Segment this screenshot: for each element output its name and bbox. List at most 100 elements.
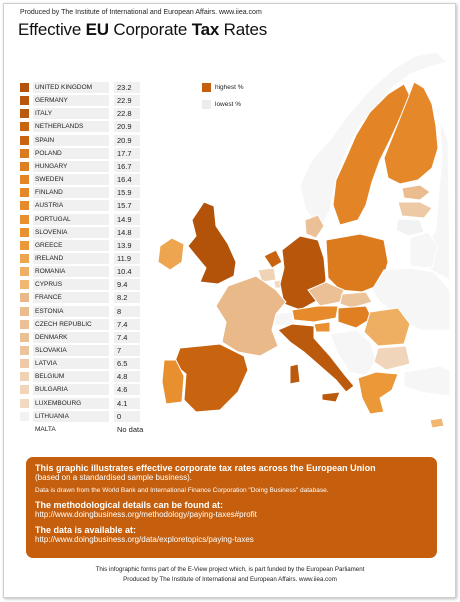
country-swatch [20,385,29,395]
table-row: SLOVENIA 14.8 [20,226,150,238]
map-sweden [332,83,411,226]
country-rate: 22.9 [114,95,140,107]
country-rate: 16.7 [114,160,140,172]
country-swatch [20,227,29,237]
country-swatch [20,306,29,316]
table-row: ESTONIA 8 [20,305,150,317]
country-name: SPAIN [33,134,109,146]
country-rate: 13.9 [114,239,140,251]
country-swatch [20,240,29,250]
country-name: LATVIA [33,358,109,370]
country-name: BULGARIA [33,384,109,396]
country-rate: 7 [114,345,140,356]
info-methodology-link[interactable]: http://www.doingbusiness.org/methodology… [35,510,257,519]
country-rate: 16.4 [114,174,140,186]
map-greece [357,371,399,415]
title-part-2: EU [85,20,109,39]
country-rate: 15.9 [114,187,140,199]
legend-lowest: lowest % [202,99,272,111]
map-france [215,275,287,357]
info-source: Data is drawn from the World Bank and In… [35,487,329,494]
table-row: BULGARIA 4.6 [20,384,150,396]
table-row: FRANCE 8.2 [20,292,150,304]
legend-highest-swatch [202,83,211,92]
footer-funding: This infographic forms part of the E-Vie… [95,566,365,573]
country-rate: 4.8 [114,371,140,383]
table-row: DENMARK 7.4 [20,331,150,343]
country-swatch [20,83,29,92]
country-swatch [20,135,29,145]
title-part-4: Tax [191,20,220,39]
map-estonia [401,184,431,201]
country-name: ESTONIA [33,305,109,317]
country-rate: 4.1 [114,397,140,409]
map-belarus [409,231,439,269]
table-row: NETHERLANDS 20.9 [20,121,150,133]
country-rate: 7.4 [114,318,140,330]
map-spain [173,343,249,413]
country-rate: 10.4 [114,266,140,278]
country-name: LUXEMBOURG [33,397,109,409]
country-rate: No data [117,424,144,434]
table-row: PORTUGAL 14.9 [20,213,150,225]
country-swatch [20,411,29,421]
country-name: ROMANIA [33,266,109,278]
legend-lowest-swatch [202,100,211,109]
country-swatch [20,161,29,171]
page-title: Effective EU Corporate Tax Rates [18,20,267,40]
country-name: BELGIUM [33,371,109,383]
country-name: GREECE [33,239,109,251]
country-name: UNITED KINGDOM [33,82,109,93]
country-swatch [20,109,29,119]
map-united-kingdom [187,201,237,285]
title-part-3: Corporate [108,20,192,39]
legend-highest: highest % [202,82,272,94]
country-swatch [20,398,29,408]
table-row: FINLAND 15.9 [20,187,150,199]
country-swatch [20,372,29,382]
title-part-5: Rates [219,20,268,39]
country-name: SWEDEN [33,174,109,186]
map-ireland [157,237,185,271]
country-name: PORTUGAL [33,213,109,225]
country-rate: 15.7 [114,200,140,212]
info-box: This graphic illustrates effective corpo… [26,457,437,558]
country-name: MALTA [35,425,56,433]
country-swatch [20,267,29,277]
country-rate: 7.4 [114,331,140,343]
country-swatch [20,424,29,434]
title-part-1: Effective [18,20,86,39]
table-row: ROMANIA 10.4 [20,266,150,278]
country-rate: 20.9 [114,134,140,146]
map-romania [363,307,411,347]
table-row: CYPRUS 9.4 [20,279,150,291]
country-name: FINLAND [33,187,109,199]
country-swatch [20,332,29,342]
footer-producer: Produced by The Institute of Internation… [123,576,337,583]
country-rate: 6.5 [114,358,140,370]
map-austria [291,305,339,323]
map-portugal [161,359,185,405]
country-name: IRELAND [33,252,109,264]
country-swatch [20,346,29,355]
country-name: CYPRUS [33,279,109,291]
map-denmark [304,214,325,239]
europe-map [157,51,450,429]
table-row: POLAND 17.7 [20,147,150,159]
country-swatch [20,188,29,198]
country-rate: 11.9 [114,252,140,264]
map-ukraine [371,267,450,331]
country-name: FRANCE [33,292,109,304]
country-swatch [20,293,29,303]
country-swatch [20,201,29,211]
country-name: GERMANY [33,95,109,107]
map-belgium [257,267,277,283]
country-swatch [20,280,29,290]
map-balkans [329,329,377,377]
info-data-link[interactable]: http://www.doingbusiness.org/data/explor… [35,535,254,544]
country-swatch [20,253,29,263]
country-name: AUSTRIA [33,200,109,212]
country-swatch [20,175,29,185]
country-rate: 22.8 [114,108,140,120]
table-row: UNITED KINGDOM 23.2 [20,82,150,93]
